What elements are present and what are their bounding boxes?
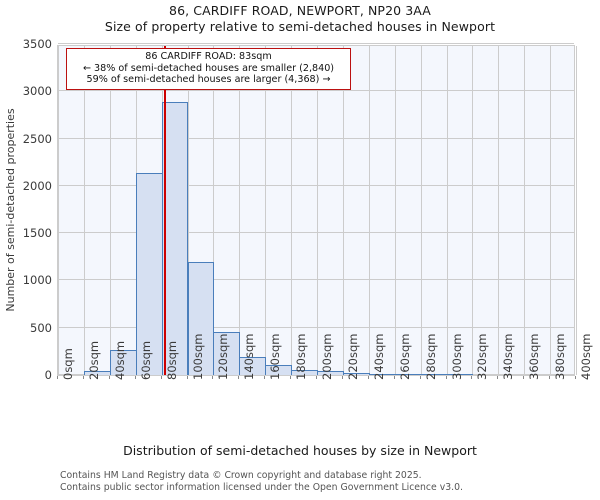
histogram-bar xyxy=(213,332,241,375)
gridline-horizontal xyxy=(58,232,574,234)
gridline-vertical xyxy=(317,46,318,375)
x-axis-tick-label: 380sqm xyxy=(553,333,568,380)
x-axis-tick-mark xyxy=(445,376,447,379)
x-axis-tick-mark xyxy=(523,376,525,379)
gridline-vertical xyxy=(472,46,474,375)
annotation-smaller-line: ← 38% of semi-detached houses are smalle… xyxy=(82,62,335,74)
x-axis-tick-label: 360sqm xyxy=(527,333,542,380)
y-axis-tick-label: 2500 xyxy=(22,131,52,146)
x-axis-tick-label: 240sqm xyxy=(371,333,386,380)
x-axis-tick-label: 400sqm xyxy=(579,333,593,380)
gridline-vertical xyxy=(394,46,396,375)
footer-line-1: Contains HM Land Registry data © Crown c… xyxy=(60,470,422,481)
x-axis-tick-mark xyxy=(108,376,110,379)
gridline-horizontal xyxy=(58,43,574,44)
x-axis-tick-mark xyxy=(134,376,136,379)
x-axis-tick-label: 60sqm xyxy=(138,340,153,380)
x-axis-tick-label: 260sqm xyxy=(397,333,412,380)
gridline-horizontal xyxy=(58,184,574,186)
y-axis-tick-label: 0 xyxy=(44,368,52,382)
gridline-vertical xyxy=(446,46,448,375)
gridline-vertical xyxy=(576,46,577,375)
x-axis-tick-label: 320sqm xyxy=(475,333,490,380)
plot-area xyxy=(57,43,577,376)
x-axis-tick-mark xyxy=(160,376,162,379)
gridline-horizontal xyxy=(58,137,574,139)
histogram-bar xyxy=(187,261,215,375)
y-axis-tick-label: 3000 xyxy=(22,84,52,99)
x-axis-tick-mark xyxy=(341,376,343,379)
x-axis-tick-mark xyxy=(82,376,84,379)
annotation-heading: 86 CARDIFF ROAD: 83sqm xyxy=(145,51,272,62)
gridline-horizontal xyxy=(58,326,574,328)
x-axis-tick-label: 120sqm xyxy=(216,333,231,380)
x-axis-tick-label: 80sqm xyxy=(164,340,179,380)
y-axis-tick-label: 3500 xyxy=(22,37,52,51)
x-axis-tick-mark xyxy=(316,376,317,379)
y-axis-tick-label: 500 xyxy=(30,320,52,335)
gridline-vertical xyxy=(239,46,241,375)
x-axis-tick-mark xyxy=(497,376,499,379)
x-axis-tick-label: 280sqm xyxy=(423,333,438,380)
gridline-vertical xyxy=(498,46,500,375)
gridline-vertical xyxy=(265,46,267,375)
x-axis-tick-label: 220sqm xyxy=(345,333,360,380)
gridline-vertical xyxy=(58,46,59,375)
gridline-vertical xyxy=(291,46,293,375)
x-axis-tick-mark xyxy=(57,376,58,379)
x-axis-tick-label: 40sqm xyxy=(112,340,127,380)
gridline-vertical xyxy=(550,46,552,375)
x-axis-tick-mark xyxy=(471,376,473,379)
y-axis: Number of semi-detached properties 0 500 1… xyxy=(0,0,52,500)
x-axis-tick-mark xyxy=(264,376,266,379)
gridline-vertical xyxy=(524,46,526,375)
gridline-vertical xyxy=(420,46,422,375)
x-axis-tick-mark xyxy=(290,376,292,379)
x-axis-tick-mark xyxy=(367,376,369,379)
x-axis-tick-mark xyxy=(238,376,240,379)
gridline-horizontal xyxy=(58,279,574,281)
x-axis-tick-mark xyxy=(419,376,421,379)
x-axis-tick-label: 340sqm xyxy=(501,333,516,380)
x-axis-tick-label: 140sqm xyxy=(242,333,257,380)
x-axis-tick-mark xyxy=(186,376,188,379)
property-size-marker-line xyxy=(164,46,167,375)
gridline-vertical xyxy=(109,46,111,375)
x-axis-tick-mark xyxy=(549,376,551,379)
x-axis-tick-mark xyxy=(393,376,395,379)
footer-line-2: Contains public sector information licen… xyxy=(60,482,463,494)
x-axis-tick-label: 0sqm xyxy=(61,348,75,380)
x-axis-tick-mark xyxy=(212,376,214,379)
x-axis-title: Distribution of semi-detached houses by … xyxy=(123,443,477,458)
gridline-vertical xyxy=(213,46,215,375)
attribution-footer: Contains HM Land Registry data © Crown c… xyxy=(60,470,580,495)
property-annotation-box: 86 CARDIFF ROAD: 83sqm ← 38% of semi-det… xyxy=(66,48,351,91)
y-axis-tick-label: 1000 xyxy=(22,273,52,288)
x-axis-tick-label: 180sqm xyxy=(294,333,309,380)
y-axis-tick-label: 1500 xyxy=(22,226,52,241)
x-axis-tick-label: 160sqm xyxy=(268,333,283,380)
y-axis-tick-label: 2000 xyxy=(22,178,52,193)
gridline-vertical xyxy=(83,46,85,375)
x-axis-tick-label: 20sqm xyxy=(86,340,101,380)
annotation-larger-line: 59% of semi-detached houses are larger (… xyxy=(86,74,331,86)
gridline-horizontal xyxy=(58,90,574,92)
histogram-bar xyxy=(446,374,474,375)
chart-title: 86, CARDIFF ROAD, NEWPORT, NP20 3AA xyxy=(169,3,431,18)
x-axis-tick-label: 300sqm xyxy=(449,333,464,380)
x-axis-tick-label: 100sqm xyxy=(190,333,205,380)
gridline-vertical xyxy=(342,46,344,375)
x-axis: 0sqm 20sqm 40sqm 60sqm 80sqm 100sqm 120sqm 140s… xyxy=(57,334,593,442)
x-axis-tick-label: 200sqm xyxy=(320,333,334,380)
x-axis-tick-mark xyxy=(575,376,576,379)
gridline-vertical xyxy=(368,46,370,375)
chart-subtitle: Size of property relative to semi-detach… xyxy=(104,19,496,34)
